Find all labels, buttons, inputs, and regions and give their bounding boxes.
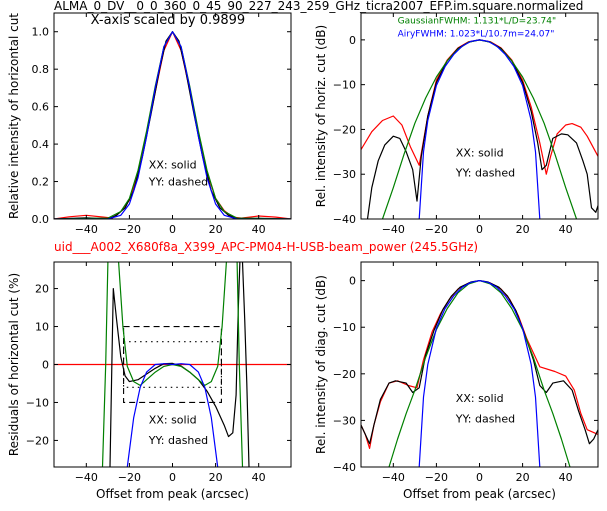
- figure-title: ALMA_0_DV__0_0_360_0_45_90_227_243_259_G…: [54, 0, 583, 13]
- y-axis-label: Rel. intensity of horiz. cut (dB): [314, 25, 328, 207]
- y-tick-label: 0: [349, 34, 356, 47]
- figure-subtitle: uid___A002_X680f8a_X399_APC-PM04-H-USB-b…: [54, 240, 478, 254]
- y-tick-label: −40: [333, 461, 356, 474]
- x-tick-label: 20: [516, 471, 530, 484]
- series-black-line: [241, 262, 250, 467]
- y-tick-label: −20: [26, 434, 49, 447]
- x-tick-label: −20: [425, 471, 448, 484]
- y-tick-label: 0.8: [32, 63, 50, 76]
- x-axis-label: Offset from peak (arcsec): [96, 487, 249, 501]
- y-tick-label: 0: [349, 275, 356, 288]
- x-tick-label: 20: [209, 471, 223, 484]
- x-tick-label: −20: [118, 471, 141, 484]
- subplot-4: −40 −20 0 20 40 −40 −30 −20 −10 0 Rel. intensity o…: [314, 261, 599, 501]
- series-blue-line: [126, 363, 219, 467]
- series-green-line: [54, 31, 291, 219]
- annotation-text: GaussianFWHM: 1.131*L/D=23.74": [398, 16, 556, 26]
- series-black-line: [109, 262, 241, 467]
- dashed-limit-box: [123, 325, 222, 404]
- annotation-text: YY: dashed: [455, 413, 515, 426]
- y-tick-label: 10: [35, 321, 49, 334]
- x-tick-label: 40: [559, 471, 573, 484]
- axes-frame: [360, 261, 599, 468]
- x-tick-label: 40: [559, 223, 573, 236]
- y-tick-label: 0.6: [32, 101, 50, 114]
- y-axis-label: Rel. intensity of diag. cut (dB): [314, 275, 328, 454]
- annotation-text: YY: dashed: [148, 175, 208, 188]
- series-black-line: [366, 39, 598, 219]
- subplot-3: −40 −20 0 20 40 −20 −10 0 10 20 Residuals of horiz…: [7, 261, 292, 501]
- x-tick-label: −40: [382, 223, 405, 236]
- subplots: −40 −20 0 20 40 0.0 0.2 0.4 0.6 0.8 1.0 Relative in…: [7, 12, 599, 501]
- y-tick-label: −20: [333, 368, 356, 381]
- y-tick-label: 0: [42, 359, 49, 372]
- x-tick-label: 0: [476, 471, 483, 484]
- y-tick-label: −30: [333, 414, 356, 427]
- y-tick-label: 1.0: [32, 26, 50, 39]
- annotation-text: XX: solid: [149, 158, 197, 171]
- y-tick-label: −30: [333, 168, 356, 181]
- x-tick-label: −20: [425, 223, 448, 236]
- x-tick-label: −20: [118, 223, 141, 236]
- x-tick-label: −40: [382, 471, 405, 484]
- series-green-line: [381, 39, 578, 219]
- annotation-text: X-axis scaled by 0.9899: [91, 13, 246, 28]
- x-tick-label: −40: [75, 471, 98, 484]
- x-tick-label: 20: [209, 223, 223, 236]
- y-tick-label: −10: [333, 321, 356, 334]
- series-blue-line: [54, 31, 291, 219]
- series-blue-line: [418, 39, 541, 219]
- x-tick-label: 0: [169, 471, 176, 484]
- series-green-line: [388, 280, 571, 467]
- annotation-text: XX: solid: [149, 413, 197, 426]
- plot-area: [54, 262, 291, 467]
- x-tick-label: 40: [252, 223, 266, 236]
- series-green-line: [118, 262, 227, 386]
- y-tick-label: −10: [26, 396, 49, 409]
- subplot-1: −40 −20 0 20 40 0.0 0.2 0.4 0.6 0.8 1.0 Relative in…: [7, 12, 292, 236]
- plot-area: [54, 31, 291, 219]
- y-axis-label: Residuals of horizontal cut (%): [7, 273, 21, 456]
- axes-frame: [360, 12, 599, 220]
- y-axis-label: Relative intensity of horizontal cut: [7, 13, 21, 219]
- x-tick-label: 0: [169, 223, 176, 236]
- series-black-line: [54, 31, 291, 219]
- series-green-line: [236, 262, 244, 467]
- annotation-text: YY: dashed: [148, 434, 208, 447]
- plot-area: [361, 280, 598, 467]
- y-tick-label: 20: [35, 283, 49, 296]
- x-axis-label: Offset from peak (arcsec): [403, 487, 556, 501]
- annotation-text: AiryFWHM: 1.023*L/10.7m=24.07": [398, 30, 555, 40]
- y-tick-label: 0.0: [32, 213, 50, 226]
- annotation-text: XX: solid: [456, 146, 504, 159]
- x-tick-label: 0: [476, 223, 483, 236]
- y-tick-label: −40: [333, 213, 356, 226]
- series-red-line: [54, 31, 291, 219]
- y-tick-label: 0.4: [32, 138, 50, 151]
- x-tick-label: 20: [516, 223, 530, 236]
- subplot-2: −40 −20 0 20 40 −40 −30 −20 −10 0 Rel. intensity o…: [314, 12, 599, 236]
- plot-area: [361, 39, 598, 219]
- series-green-line: [101, 262, 109, 467]
- y-tick-label: 0.2: [32, 176, 50, 189]
- y-tick-label: −20: [333, 123, 356, 136]
- annotation-text: XX: solid: [456, 392, 504, 405]
- series-blue-line: [418, 280, 541, 467]
- annotation-text: YY: dashed: [455, 166, 515, 179]
- x-tick-label: −40: [75, 223, 98, 236]
- x-tick-label: 40: [252, 471, 266, 484]
- y-tick-label: −10: [333, 79, 356, 92]
